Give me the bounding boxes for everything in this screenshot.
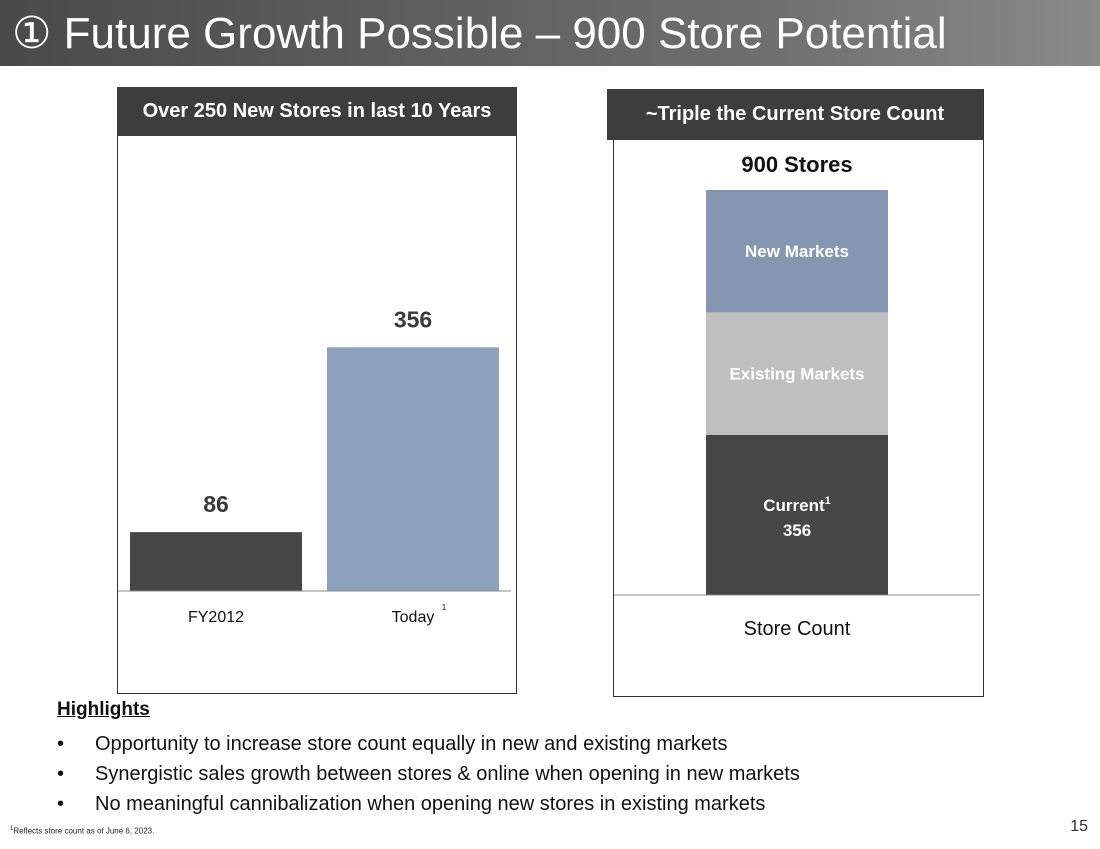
highlight-item: • No meaningful cannibalization when open…	[57, 789, 800, 819]
data-label: 356	[394, 306, 432, 332]
data-label: 86	[203, 491, 229, 517]
segment-label: New Markets	[745, 242, 849, 261]
page-number: 15	[1070, 818, 1088, 835]
segment-new-markets	[706, 190, 888, 313]
segment-value-label: 356	[783, 521, 811, 540]
bullet-icon: •	[57, 763, 65, 785]
category-label: FY2012	[188, 609, 244, 626]
total-label: 900 Stores	[741, 152, 852, 177]
segment-label: Current1	[763, 495, 831, 515]
highlights-title: Highlights	[57, 699, 150, 720]
segment-label: Existing Markets	[729, 365, 864, 384]
slide-title: ① Future Growth Possible – 900 Store Pot…	[12, 9, 947, 58]
potential-chart: Current1 356 Existing Markets New Markets 90…	[614, 152, 980, 640]
category-label: Today	[392, 609, 435, 626]
bar-fy2012	[130, 532, 302, 591]
footnote: 1Reflects store count as of June 6, 2023…	[10, 826, 155, 836]
segment-existing-markets	[706, 312, 888, 435]
category-label: Store Count	[744, 618, 851, 640]
bullet-icon: •	[57, 793, 65, 815]
potential-header: ~Triple the Current Store Count	[607, 89, 983, 140]
highlight-item: • Synergistic sales growth between stores…	[57, 759, 800, 789]
highlights-list: • Opportunity to increase store count equ…	[57, 729, 800, 819]
category-superscript: 1	[442, 603, 447, 612]
highlight-item: • Opportunity to increase store count equ…	[57, 729, 800, 759]
bullet-icon: •	[57, 733, 65, 755]
bar-today	[327, 347, 499, 591]
store-growth-header: Over 250 New Stores in last 10 Years	[117, 87, 517, 136]
segment-current	[706, 434, 888, 595]
store-growth-chart: 86 FY2012 356 Today 1	[118, 306, 511, 626]
title-bar: ① Future Growth Possible – 900 Store Pot…	[0, 0, 1100, 66]
